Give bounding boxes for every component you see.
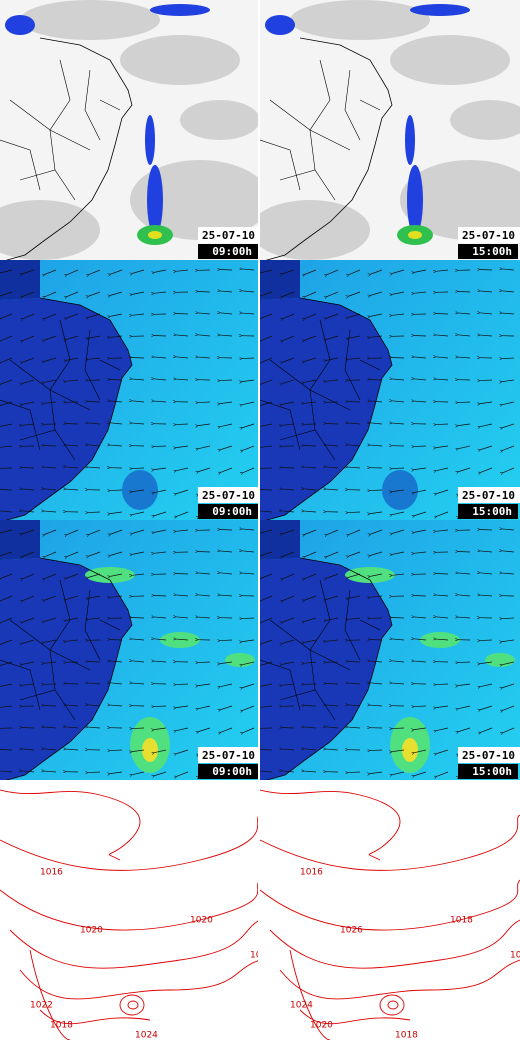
map-panel: 25-07-10 15:00h [260,0,520,260]
isobar-label: 1018 [450,916,473,926]
isobar-label: 1020 [310,1021,333,1031]
map-panel: 25-07-10 09:00h [0,0,260,260]
date-stamp: 25-07-10 [202,749,255,762]
time-stamp: 15:00h [472,505,512,518]
isobar-label: 1024 [290,1001,313,1011]
map-panel: 25-07-10 15:00h [260,260,520,520]
map-panel: 25-07-10 09:00h [0,260,260,520]
time-stamp: 15:00h [472,245,512,258]
time-stamp: 09:00h [212,765,252,778]
date-stamp: 25-07-10 [202,489,255,502]
date-stamp: 25-07-10 [462,489,515,502]
isobar-label: 1020 [510,951,520,961]
map-panel: 1016 1018 1020 1024 1020 1018 1026 [260,780,520,1040]
isobar-label: 1020 [80,926,103,936]
map-panel: 25-07-10 15:00h [260,520,520,780]
isobar-label: 1024 [135,1031,158,1040]
map-panel: 25-07-10 09:00h [0,520,260,780]
date-stamp: 25-07-10 [462,749,515,762]
time-stamp: 15:00h [472,765,512,778]
isobar-label: 1018 [50,1021,73,1031]
isobar-label: 1016 [40,868,63,878]
isobar-label: 1022 [30,1001,53,1011]
isobar-label: 1016 [300,868,323,878]
isobar-label: 1020 [190,916,213,926]
isobar-label: 1026 [250,951,273,961]
isobar-label: 1026 [340,926,363,936]
isobar-label: 1018 [395,1031,418,1040]
map-panel: 1016 1020 1026 1022 1018 1024 1020 [0,780,273,1040]
time-stamp: 09:00h [212,505,252,518]
time-stamp: 09:00h [212,245,252,258]
date-stamp: 25-07-10 [202,229,255,242]
date-stamp: 25-07-10 [462,229,515,242]
